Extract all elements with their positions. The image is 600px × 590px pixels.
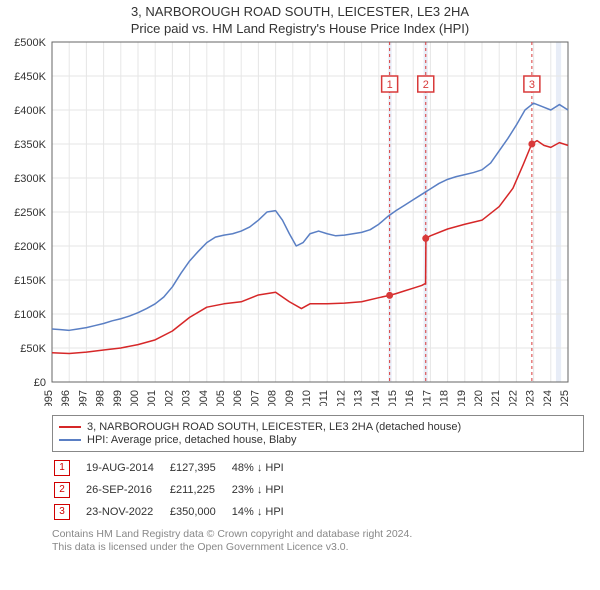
svg-text:1999: 1999 xyxy=(112,390,124,406)
svg-text:2020: 2020 xyxy=(473,390,485,406)
transactions-table: 1 19-AUG-2014£127,39548% ↓ HPI 2 26-SEP-201… xyxy=(52,456,300,524)
svg-text:1998: 1998 xyxy=(95,390,107,406)
marker-box: 2 xyxy=(54,482,70,498)
svg-text:2006: 2006 xyxy=(232,390,244,406)
legend: 3, NARBOROUGH ROAD SOUTH, LEICESTER, LE3… xyxy=(52,415,584,452)
price-cell: £127,395 xyxy=(170,458,230,478)
price-chart: £0 £50K £100K £150K £200K £250K £300K £350K £400… xyxy=(0,36,584,406)
svg-text:2019: 2019 xyxy=(456,390,468,406)
legend-swatch xyxy=(59,439,81,441)
svg-text:2014: 2014 xyxy=(370,390,382,406)
table-row: 3 23-NOV-2022£350,00014% ↓ HPI xyxy=(54,502,298,522)
svg-text:2013: 2013 xyxy=(353,390,365,406)
svg-text:2003: 2003 xyxy=(181,390,193,406)
legend-row: HPI: Average price, detached house, Blab… xyxy=(59,434,577,446)
svg-text:2007: 2007 xyxy=(249,390,261,406)
svg-text:2000: 2000 xyxy=(129,390,141,406)
svg-text:2002: 2002 xyxy=(163,390,175,406)
svg-text:2011: 2011 xyxy=(318,390,330,406)
date-cell: 26-SEP-2016 xyxy=(86,480,168,500)
marker-cell: 2 xyxy=(54,480,84,500)
footer-line-2: This data is licensed under the Open Gov… xyxy=(52,541,584,554)
svg-text:£0: £0 xyxy=(34,377,46,389)
svg-text:2004: 2004 xyxy=(198,390,210,406)
svg-text:1: 1 xyxy=(387,79,393,91)
svg-text:2023: 2023 xyxy=(525,390,537,406)
svg-text:2005: 2005 xyxy=(215,390,227,406)
chart-area: £0 £50K £100K £150K £200K £250K £300K £350K £400… xyxy=(0,36,600,409)
svg-text:2015: 2015 xyxy=(387,390,399,406)
delta-cell: 23% ↓ HPI xyxy=(232,480,298,500)
legend-swatch xyxy=(59,426,81,428)
svg-text:£500K: £500K xyxy=(14,37,46,49)
svg-text:£150K: £150K xyxy=(14,275,46,287)
price-cell: £350,000 xyxy=(170,502,230,522)
svg-text:2018: 2018 xyxy=(439,390,451,406)
date-cell: 19-AUG-2014 xyxy=(86,458,168,478)
footer-attribution: Contains HM Land Registry data © Crown c… xyxy=(52,528,584,554)
title-line-2: Price paid vs. HM Land Registry's House … xyxy=(0,21,600,36)
footer-line-1: Contains HM Land Registry data © Crown c… xyxy=(52,528,584,541)
svg-text:2016: 2016 xyxy=(404,390,416,406)
svg-text:£250K: £250K xyxy=(14,207,46,219)
table-row: 1 19-AUG-2014£127,39548% ↓ HPI xyxy=(54,458,298,478)
svg-text:£100K: £100K xyxy=(14,309,46,321)
legend-label: 3, NARBOROUGH ROAD SOUTH, LEICESTER, LE3… xyxy=(87,421,461,433)
svg-text:3: 3 xyxy=(529,79,535,91)
svg-text:2024: 2024 xyxy=(542,390,554,406)
svg-text:£50K: £50K xyxy=(20,343,46,355)
svg-text:£400K: £400K xyxy=(14,105,46,117)
svg-text:2021: 2021 xyxy=(490,390,502,406)
svg-text:£200K: £200K xyxy=(14,241,46,253)
svg-text:1996: 1996 xyxy=(60,390,72,406)
delta-cell: 48% ↓ HPI xyxy=(232,458,298,478)
table-row: 2 26-SEP-2016£211,22523% ↓ HPI xyxy=(54,480,298,500)
marker-box: 3 xyxy=(54,504,70,520)
svg-text:2017: 2017 xyxy=(421,390,433,406)
svg-text:2010: 2010 xyxy=(301,390,313,406)
svg-text:1995: 1995 xyxy=(43,390,55,406)
price-cell: £211,225 xyxy=(170,480,230,500)
svg-text:2022: 2022 xyxy=(507,390,519,406)
svg-text:2012: 2012 xyxy=(335,390,347,406)
marker-cell: 3 xyxy=(54,502,84,522)
chart-titles: 3, NARBOROUGH ROAD SOUTH, LEICESTER, LE3… xyxy=(0,0,600,36)
marker-box: 1 xyxy=(54,460,70,476)
legend-row: 3, NARBOROUGH ROAD SOUTH, LEICESTER, LE3… xyxy=(59,421,577,433)
date-cell: 23-NOV-2022 xyxy=(86,502,168,522)
svg-text:£300K: £300K xyxy=(14,173,46,185)
svg-text:2: 2 xyxy=(423,79,429,91)
marker-cell: 1 xyxy=(54,458,84,478)
svg-text:2001: 2001 xyxy=(146,390,158,406)
svg-text:£450K: £450K xyxy=(14,71,46,83)
legend-label: HPI: Average price, detached house, Blab… xyxy=(87,434,297,446)
svg-text:2009: 2009 xyxy=(284,390,296,406)
delta-cell: 14% ↓ HPI xyxy=(232,502,298,522)
svg-text:1997: 1997 xyxy=(77,390,89,406)
svg-text:£350K: £350K xyxy=(14,139,46,151)
svg-text:2025: 2025 xyxy=(559,390,571,406)
title-line-1: 3, NARBOROUGH ROAD SOUTH, LEICESTER, LE3… xyxy=(0,4,600,19)
svg-text:2008: 2008 xyxy=(267,390,279,406)
